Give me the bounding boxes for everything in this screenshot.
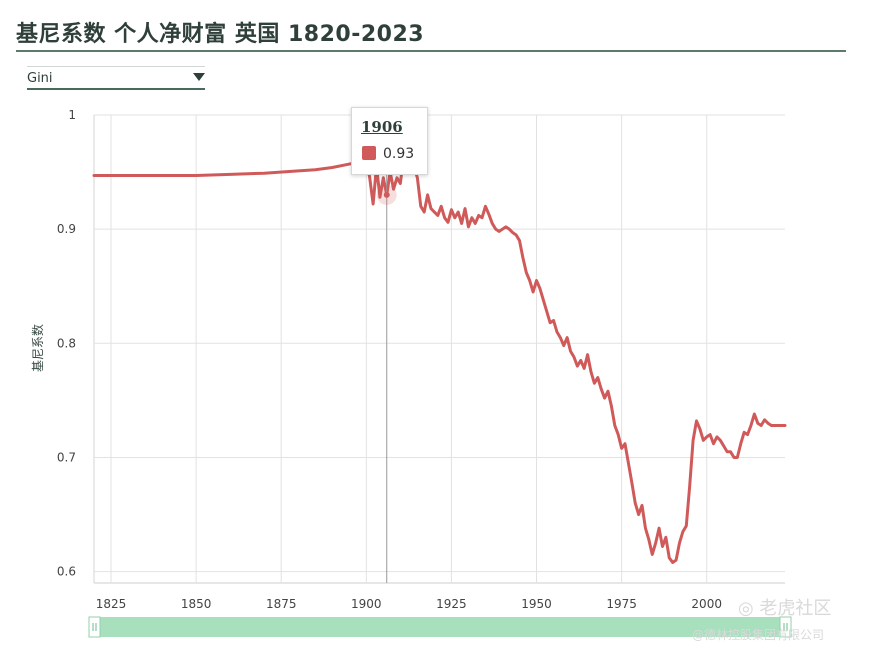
- x-tick-label: 1925: [436, 597, 467, 611]
- tooltip-year: 1906: [361, 118, 403, 136]
- highlight-point[interactable]: [383, 191, 390, 198]
- y-tick-label: 1: [68, 108, 76, 122]
- x-tick-label: 1975: [606, 597, 637, 611]
- metric-dropdown-value: Gini: [27, 71, 53, 86]
- scrollbar-handle-left[interactable]: [88, 616, 101, 638]
- series-line: [92, 153, 787, 564]
- metric-dropdown[interactable]: Gini: [27, 66, 205, 90]
- y-tick-label: 0.8: [57, 336, 76, 350]
- range-scrollbar[interactable]: [88, 616, 792, 638]
- x-tick-label: 1950: [521, 597, 552, 611]
- scrollbar-track[interactable]: [89, 617, 791, 637]
- x-tick-label: 1850: [181, 597, 212, 611]
- watermark-subtitle: @德林控股集团有限公司: [692, 628, 825, 642]
- y-tick-labels: 0.6 0.7 0.8 0.9 1: [57, 108, 76, 579]
- scrollbar-handle-right[interactable]: [779, 616, 792, 638]
- grid-lines: [93, 114, 785, 584]
- data-tooltip: 1906 0.93: [351, 107, 428, 175]
- x-tick-label: 1875: [266, 597, 297, 611]
- x-tick-label: 1825: [96, 597, 127, 611]
- y-tick-label: 0.6: [57, 565, 76, 579]
- y-tick-label: 0.7: [57, 450, 76, 464]
- caret-down-icon: [193, 73, 205, 81]
- x-tick-label: 2000: [691, 597, 722, 611]
- series-swatch-icon: [362, 146, 376, 160]
- chart-title: 基尼系数 个人净财富 英国 1820-2023: [16, 22, 425, 47]
- tooltip-value: 0.93: [383, 146, 415, 162]
- x-tick-labels: 1825 1850 1875 1900 1925 1950 1975 2000: [96, 597, 722, 611]
- watermark-logo: ◎ 老虎社区: [738, 598, 832, 619]
- y-axis-label: 基尼系数: [30, 324, 45, 372]
- x-tick-label: 1900: [351, 597, 382, 611]
- title-divider: [16, 50, 846, 52]
- series-layer: [92, 115, 787, 583]
- y-tick-label: 0.9: [57, 222, 76, 236]
